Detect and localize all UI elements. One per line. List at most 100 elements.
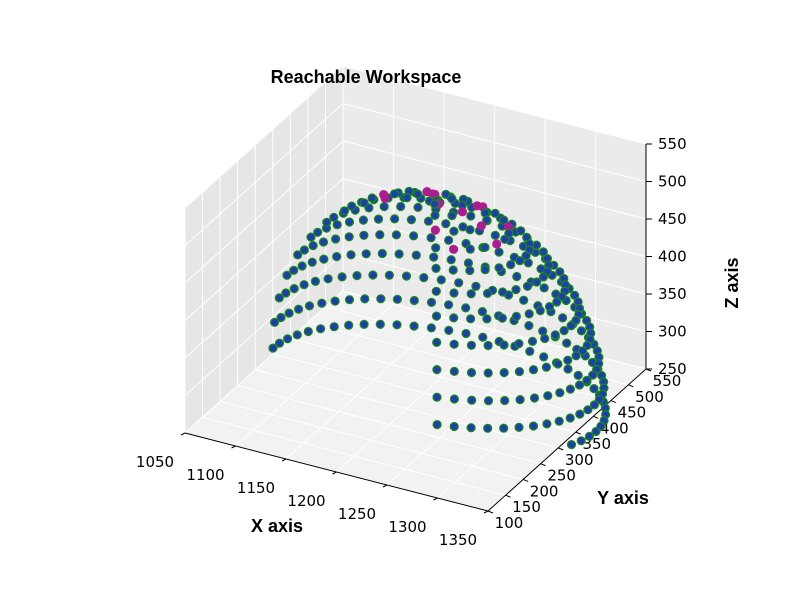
data-point: [482, 288, 493, 298]
data-point: [529, 393, 540, 403]
y-tick-label: 150: [512, 498, 541, 516]
data-point: [283, 334, 293, 344]
data-point: [396, 201, 406, 212]
z-tick-label: 450: [658, 210, 687, 228]
data-point: [499, 340, 509, 350]
data-point: [465, 225, 475, 235]
data-point: [583, 405, 593, 415]
data-point: [448, 265, 458, 275]
y-tick-label: 450: [618, 404, 647, 422]
data-point: [575, 409, 585, 419]
y-tick: [593, 415, 599, 419]
data-point: [402, 193, 412, 203]
data-point: [500, 395, 510, 406]
data-point: [494, 263, 504, 273]
data-point: [270, 317, 280, 327]
data-point: [375, 230, 385, 240]
data-point: [499, 368, 509, 378]
data-point: [552, 297, 562, 307]
data-point: [466, 211, 476, 221]
x-tick: [180, 432, 186, 436]
data-point: [449, 366, 459, 376]
data-point: [577, 346, 588, 356]
grid-line: [184, 140, 344, 284]
data-point: [406, 215, 416, 225]
data-point: [423, 216, 434, 226]
data-point: [289, 284, 299, 294]
x-tick: [332, 471, 337, 475]
data-point: [563, 364, 573, 374]
data-point: [316, 324, 326, 334]
grid-line: [342, 65, 647, 145]
data-point: [329, 212, 339, 222]
grid-line: [202, 416, 506, 496]
data-point: [430, 199, 440, 209]
data-point: [444, 325, 454, 335]
data-point: [483, 340, 493, 351]
data-point: [528, 421, 539, 431]
data-point: [344, 232, 354, 242]
data-point: [566, 321, 576, 331]
data-point: [359, 319, 369, 329]
data-point: [571, 351, 581, 361]
data-point: [461, 303, 471, 313]
data-point: [413, 189, 423, 199]
data-point: [299, 245, 309, 255]
data-point: [284, 308, 294, 318]
data-point: [449, 339, 459, 349]
data-point: [329, 322, 339, 332]
grid-lines: [184, 65, 647, 512]
data-point: [332, 252, 342, 262]
data-point: [483, 423, 493, 433]
grid-line: [386, 342, 546, 486]
data-point: [346, 250, 356, 260]
data-point: [419, 273, 429, 283]
data-point: [559, 326, 569, 336]
data-point: [281, 288, 291, 298]
data-point: [394, 249, 404, 259]
z-tick-label: 400: [658, 248, 687, 266]
data-point: [541, 362, 552, 372]
data-point: [499, 215, 509, 225]
data-point: [274, 338, 285, 348]
data-point: [478, 332, 488, 342]
data-point: [519, 295, 529, 305]
data-point: [313, 227, 323, 237]
data-point: [466, 423, 476, 433]
data-point: [310, 276, 320, 286]
data-point: [466, 368, 477, 378]
data-point: [447, 211, 457, 221]
data-point: [289, 265, 299, 275]
data-point: [317, 298, 327, 308]
y-tick-label: 100: [495, 514, 524, 532]
data-point: [511, 285, 521, 295]
x-tick: [231, 445, 236, 449]
data-point: [539, 352, 549, 362]
x-axis-label: X axis: [251, 516, 303, 536]
data-point: [392, 294, 402, 304]
data-point: [515, 256, 525, 266]
data-point: [444, 300, 454, 310]
data-point: [392, 320, 402, 330]
data-point: [461, 328, 471, 339]
y-tick-label: 550: [653, 372, 682, 390]
data-point: [361, 249, 371, 259]
data-point: [449, 288, 459, 298]
data-point: [401, 271, 412, 281]
data-point: [436, 275, 446, 285]
data-point: [515, 395, 525, 405]
x-tick-label: 1050: [136, 453, 174, 471]
data-point: [276, 312, 286, 323]
data-point: [411, 250, 421, 260]
data-point: [331, 234, 341, 244]
grid-line: [336, 329, 495, 473]
data-point: [422, 187, 432, 197]
data-point: [294, 304, 304, 314]
data-point: [426, 233, 436, 243]
y-tick-label: 300: [565, 451, 594, 469]
grid-line: [184, 103, 344, 246]
data-point: [483, 368, 493, 378]
x-tick: [281, 458, 287, 462]
y-tick: [540, 463, 546, 467]
